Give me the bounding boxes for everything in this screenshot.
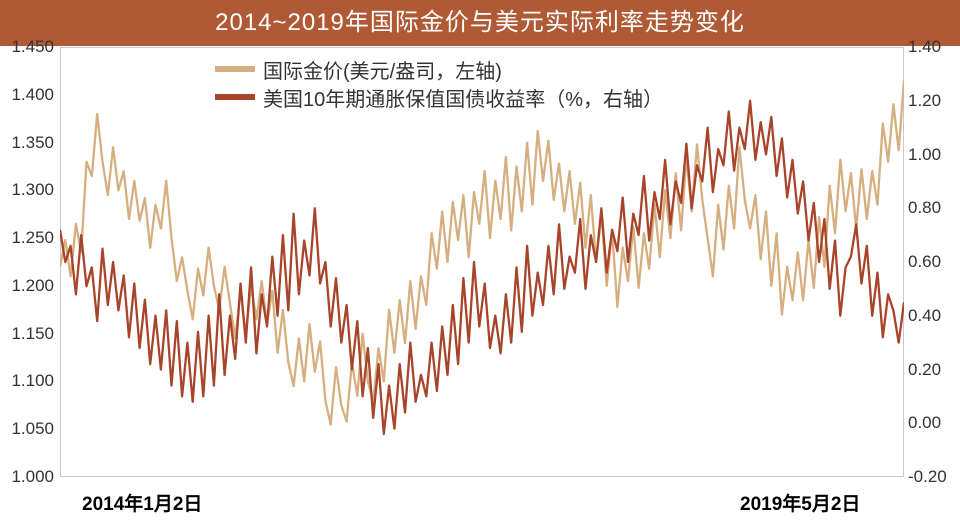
y-left-tick: 1.300 xyxy=(11,180,54,200)
y-right-tick: 0.20 xyxy=(908,360,941,380)
y-right-tick: 0.00 xyxy=(908,413,941,433)
y-left-tick: 1.150 xyxy=(11,324,54,344)
x-axis-start-label: 2014年1月2日 xyxy=(82,489,202,516)
legend: 国际金价(美元/盎司，左轴) 美国10年期通胀保值国债收益率（%，右轴） xyxy=(215,55,663,111)
y-left-tick: 1.350 xyxy=(11,133,54,153)
chart-container: 2014~2019年国际金价与美元实际利率走势变化 1.000 1.050 1.10… xyxy=(0,0,960,522)
y-left-tick: 1.000 xyxy=(11,467,54,487)
chart-title: 2014~2019年国际金价与美元实际利率走势变化 xyxy=(0,0,960,46)
y-right-tick: 1.40 xyxy=(908,37,941,57)
y-left-tick: 1.400 xyxy=(11,85,54,105)
legend-swatch-gold xyxy=(215,66,255,72)
x-axis-end-label: 2019年5月2日 xyxy=(740,489,860,516)
y-left-tick: 1.250 xyxy=(11,228,54,248)
y-left-tick: 1.450 xyxy=(11,37,54,57)
legend-item-gold: 国际金价(美元/盎司，左轴) xyxy=(215,55,663,83)
y-right-tick: 0.40 xyxy=(908,306,941,326)
y-left-tick: 1.100 xyxy=(11,371,54,391)
y-left-tick: 1.200 xyxy=(11,276,54,296)
y-right-tick: 1.00 xyxy=(908,145,941,165)
y-left-tick: 1.050 xyxy=(11,419,54,439)
legend-label-tips: 美国10年期通胀保值国债收益率（%，右轴） xyxy=(263,83,663,112)
y-right-tick: 0.60 xyxy=(908,252,941,272)
legend-item-tips: 美国10年期通胀保值国债收益率（%，右轴） xyxy=(215,83,663,111)
y-right-tick: -0.20 xyxy=(908,467,947,487)
y-right-tick: 1.20 xyxy=(908,91,941,111)
plot-svg xyxy=(60,47,904,485)
y-right-tick: 0.80 xyxy=(908,198,941,218)
legend-label-gold: 国际金价(美元/盎司，左轴) xyxy=(263,55,502,84)
chart-area: 1.000 1.050 1.100 1.150 1.200 1.250 1.300 1.350… xyxy=(0,47,960,522)
legend-swatch-tips xyxy=(215,94,255,100)
